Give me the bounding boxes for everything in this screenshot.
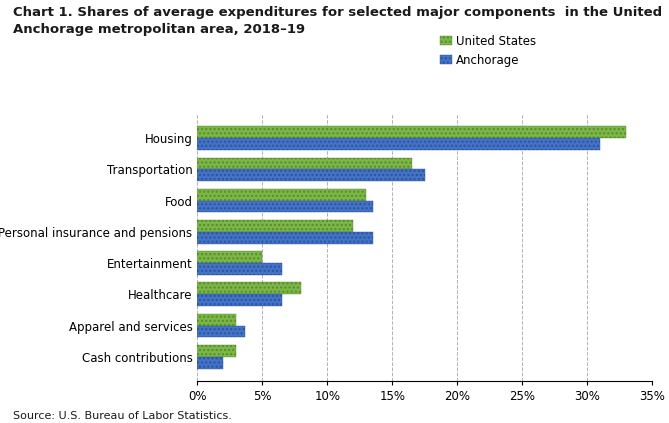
Bar (197, 220, 353, 232)
Bar (197, 326, 246, 338)
Bar (197, 283, 301, 294)
Text: Anchorage metropolitan area, 2018–19: Anchorage metropolitan area, 2018–19 (13, 23, 306, 36)
Bar (197, 169, 425, 181)
Bar (197, 294, 282, 306)
Text: Chart 1. Shares of average expenditures for selected major components  in the Un: Chart 1. Shares of average expenditures … (13, 6, 669, 19)
Bar (197, 157, 412, 169)
Bar (197, 138, 600, 150)
Bar (197, 345, 236, 357)
Bar (197, 313, 236, 326)
Text: Source: U.S. Bureau of Labor Statistics.: Source: U.S. Bureau of Labor Statistics. (13, 411, 232, 421)
Bar (197, 263, 282, 275)
Legend: United States, Anchorage: United States, Anchorage (440, 35, 537, 67)
Bar (197, 126, 626, 138)
Bar (197, 357, 223, 368)
Bar (197, 232, 373, 244)
Bar (197, 201, 373, 212)
Bar (197, 251, 262, 263)
Bar (197, 189, 367, 201)
